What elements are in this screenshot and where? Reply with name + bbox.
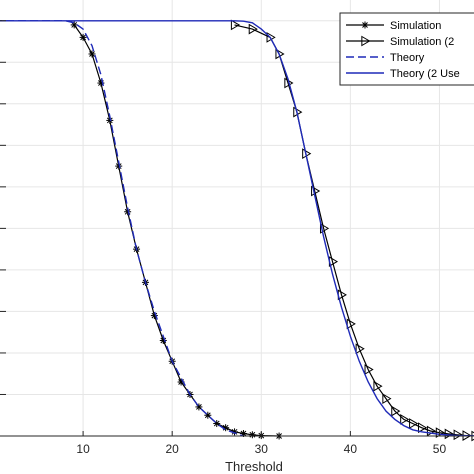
series-line [0, 20, 474, 437]
data-point [364, 364, 374, 375]
legend-label: Theory (2 Use [390, 68, 460, 80]
legend-swatch-marker [361, 21, 369, 29]
data-point [213, 420, 221, 428]
x-tick-label: 40 [344, 442, 358, 456]
asterisk-marker-stroke [196, 404, 202, 410]
data-point [230, 19, 241, 31]
asterisk-marker-stroke [204, 412, 211, 419]
x-tick-label: 50 [433, 442, 447, 456]
data-point [400, 414, 410, 425]
series-3 [0, 20, 244, 437]
legend: Simulation Simulation (2 Theory Theory (2 U… [339, 12, 474, 86]
data-point [311, 185, 321, 197]
asterisk-marker-stroke [80, 34, 86, 41]
data-point [70, 21, 78, 29]
legend-item: Simulation [346, 20, 441, 32]
series-line [0, 20, 244, 437]
asterisk-marker-stroke [106, 117, 113, 124]
legend-label: Theory [390, 52, 425, 64]
legend-label: Simulation (2 [390, 36, 454, 48]
tick-labels: 10 20 30 40 50 [76, 442, 446, 456]
data-point [319, 223, 330, 234]
series-4 [0, 20, 474, 437]
series-layer [0, 19, 474, 442]
data-point [106, 116, 114, 124]
data-point [88, 50, 96, 58]
legend-label: Simulation [390, 20, 441, 32]
asterisk-marker-stroke [231, 428, 238, 435]
legend-item: Theory (2 Use [346, 68, 460, 80]
asterisk-marker-stroke [151, 312, 158, 319]
asterisk-marker-stroke [71, 22, 78, 28]
data-point [79, 33, 87, 41]
x-tick-label: 10 [76, 442, 90, 456]
data-point [382, 393, 392, 405]
asterisk-marker-stroke [213, 420, 220, 427]
data-point [373, 380, 383, 392]
axes [0, 20, 474, 437]
x-axis-label: Threshold [225, 459, 283, 474]
data-point [248, 431, 256, 439]
asterisk-marker-stroke [362, 22, 368, 28]
legend-item: Theory [346, 52, 425, 64]
series-line [234, 24, 474, 437]
data-point [409, 418, 419, 429]
data-point [248, 23, 258, 35]
x-tick-label: 30 [255, 442, 269, 456]
asterisk-marker-stroke [89, 51, 95, 57]
data-point [355, 343, 365, 355]
asterisk-marker-stroke [160, 337, 167, 344]
asterisk-marker-stroke [124, 208, 131, 215]
x-tick-label: 20 [166, 442, 180, 456]
legend-item: Simulation (2 [346, 35, 454, 48]
data-point [417, 422, 428, 434]
asterisk-marker-stroke [115, 163, 122, 169]
legend-swatch-marker [361, 35, 371, 47]
data-point [391, 405, 401, 417]
